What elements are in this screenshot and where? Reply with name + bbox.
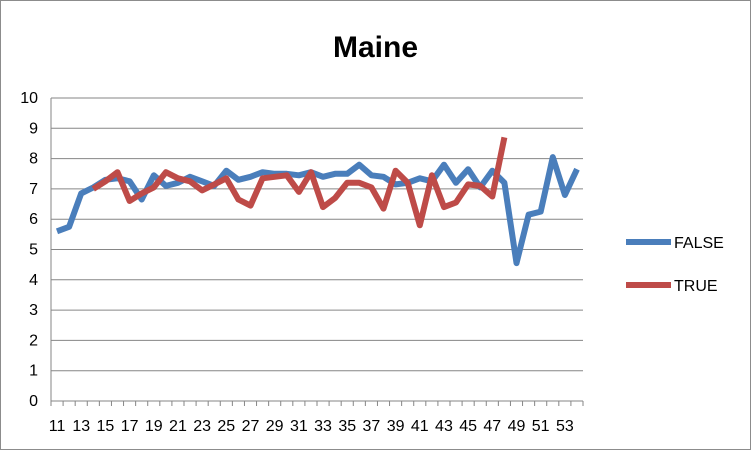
x-tick-label-39: 39 xyxy=(387,418,405,435)
y-tick-label-10: 10 xyxy=(20,90,38,107)
x-tick-label-17: 17 xyxy=(121,418,139,435)
legend-label-true: TRUE xyxy=(674,278,718,295)
y-tick-label-1: 1 xyxy=(29,363,38,380)
x-tick-label-45: 45 xyxy=(459,418,477,435)
x-tick-label-33: 33 xyxy=(314,418,332,435)
x-tick-label-49: 49 xyxy=(508,418,526,435)
x-tick-label-13: 13 xyxy=(72,418,90,435)
x-tick-label-41: 41 xyxy=(411,418,429,435)
x-tick-label-29: 29 xyxy=(266,418,284,435)
chart-title: Maine xyxy=(332,31,419,64)
x-tick-label-35: 35 xyxy=(338,418,356,435)
x-tick-label-51: 51 xyxy=(532,418,550,435)
legend-label-false: FALSE xyxy=(674,235,724,252)
y-tick-label-7: 7 xyxy=(29,181,38,198)
x-tick-label-15: 15 xyxy=(97,418,115,435)
y-tick-label-5: 5 xyxy=(29,242,38,259)
x-tick-label-23: 23 xyxy=(193,418,211,435)
series-line-true xyxy=(91,136,508,229)
x-tick-label-27: 27 xyxy=(242,418,260,435)
x-tick-label-31: 31 xyxy=(290,418,308,435)
y-tick-label-4: 4 xyxy=(29,272,38,289)
y-tick-label-9: 9 xyxy=(29,120,38,137)
x-tick-label-43: 43 xyxy=(435,418,453,435)
y-tick-label-6: 6 xyxy=(29,211,38,228)
y-tick-label-2: 2 xyxy=(29,332,38,349)
x-tick-label-19: 19 xyxy=(145,418,163,435)
x-tick-label-37: 37 xyxy=(363,418,381,435)
y-tick-label-3: 3 xyxy=(29,302,38,319)
y-tick-label-8: 8 xyxy=(29,151,38,168)
x-tick-label-53: 53 xyxy=(556,418,574,435)
x-tick-label-21: 21 xyxy=(169,418,187,435)
x-tick-label-47: 47 xyxy=(483,418,501,435)
x-tick-label-25: 25 xyxy=(217,418,235,435)
y-tick-label-0: 0 xyxy=(29,393,38,410)
x-tick-label-11: 11 xyxy=(49,418,66,435)
